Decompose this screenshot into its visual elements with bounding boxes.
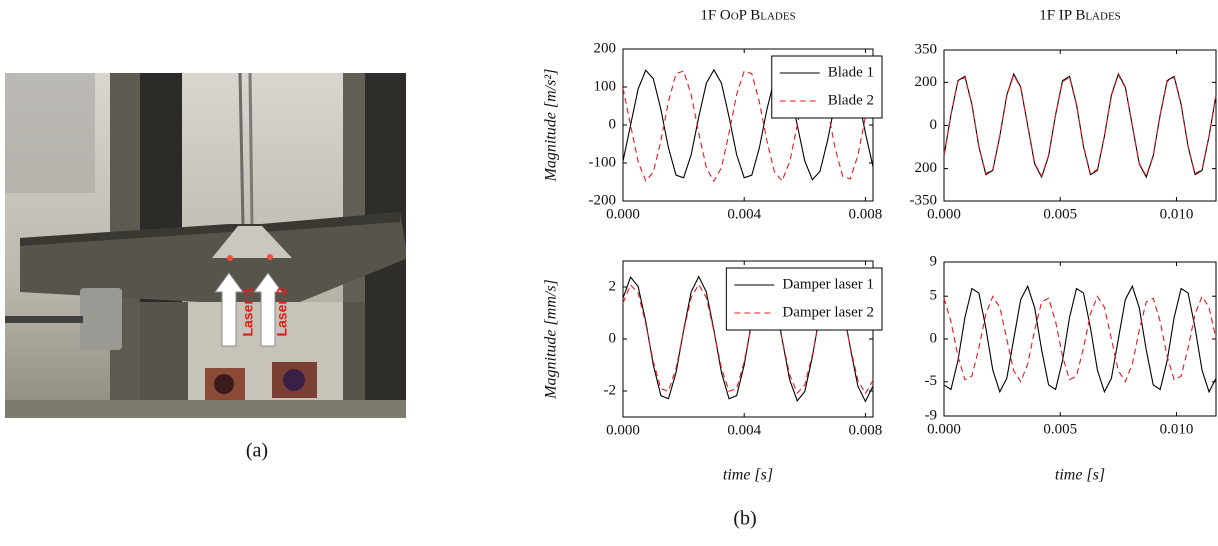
- y-tick-label: 0: [609, 116, 617, 132]
- legend-box: [771, 55, 883, 119]
- y-tick-label: -350: [910, 192, 938, 208]
- y-tick-label: 200: [915, 74, 938, 90]
- legend: Damper laser 1 Damper laser 2: [725, 267, 883, 331]
- legend: Blade 1 Blade 2: [771, 55, 883, 119]
- y-tick-label: -200: [589, 192, 617, 208]
- legend-label: Damper laser 1: [782, 276, 874, 292]
- data-line: [943, 72, 1217, 179]
- x-tick-label: 0.000: [606, 206, 640, 222]
- y-tick-label: -100: [589, 154, 617, 170]
- y-tick-label: 0: [930, 117, 938, 133]
- y-tick-label: 2: [609, 278, 617, 294]
- data-line: [622, 68, 874, 181]
- photo-label: Laser 2: [274, 287, 290, 336]
- legend-box: [725, 267, 883, 331]
- x-tick-label: 0.008: [849, 206, 883, 222]
- y-axis-label: Magnitude [mm/s]: [543, 279, 560, 400]
- x-axis-label: time [s]: [723, 467, 773, 484]
- y-tick-label: 100: [594, 78, 617, 94]
- y-tick-label: 5: [930, 288, 938, 304]
- y-tick-label: 0: [609, 330, 617, 346]
- y-tick-label: 0: [930, 330, 938, 346]
- x-tick-label: 0.000: [606, 422, 640, 438]
- chart-title: 1F IP Blades: [1039, 7, 1121, 23]
- panel-label: (b): [733, 508, 756, 530]
- x-tick-label: 0.010: [1160, 421, 1194, 437]
- x-tick-label: 0.005: [1043, 421, 1077, 437]
- x-tick-label: 0.005: [1043, 206, 1077, 222]
- x-tick-label: 0.004: [727, 422, 761, 438]
- x-tick-label: 0.000: [927, 206, 961, 222]
- legend-label: Damper laser 2: [782, 304, 874, 320]
- legend-label: Blade 1: [828, 64, 874, 80]
- plot-frame: [943, 261, 1217, 417]
- panel-label: (a): [246, 440, 268, 462]
- y-tick-label: -2: [604, 382, 617, 398]
- y-tick-label: -9: [925, 407, 938, 423]
- photo-label: Laser 1: [240, 287, 256, 336]
- data-line: [943, 295, 1217, 383]
- y-tick-label: 9: [930, 253, 938, 269]
- x-tick-label: 0.004: [727, 206, 761, 222]
- y-tick-label: -5: [925, 373, 938, 389]
- y-tick-label: 200: [594, 40, 617, 56]
- y-tick-label: 200: [915, 160, 938, 176]
- y-axis-label: Magnitude [m/s²]: [543, 69, 560, 183]
- x-tick-label: 0.010: [1160, 206, 1194, 222]
- x-axis-label: time [s]: [1055, 467, 1105, 484]
- data-line: [943, 284, 1217, 394]
- y-tick-label: 350: [915, 41, 938, 57]
- x-tick-label: 0.008: [849, 422, 883, 438]
- x-tick-label: 0.000: [927, 421, 961, 437]
- data-line: [622, 68, 874, 183]
- chart-title: 1F OoP Blades: [700, 7, 795, 23]
- photo: Laser 1 Laser 2: [5, 73, 406, 418]
- legend-label: Blade 2: [828, 92, 874, 108]
- data-line: [943, 73, 1217, 178]
